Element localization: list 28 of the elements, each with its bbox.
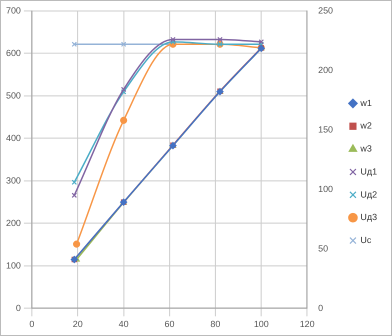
y2-tick-label: 150 <box>318 124 334 134</box>
y2-tick-label: 200 <box>318 64 334 75</box>
y2-tick-label: 50 <box>318 243 328 254</box>
y-tick-label: 300 <box>6 175 21 186</box>
legend-label: Uc <box>360 235 372 246</box>
x-tick-label: 60 <box>164 319 175 330</box>
y-tick-label: 100 <box>6 260 21 270</box>
legend-label: w2 <box>359 120 372 131</box>
y2-tick-label: 250 <box>318 5 334 16</box>
y-tick-label: 0 <box>16 302 21 313</box>
y2-tick-label: 0 <box>318 302 324 313</box>
x-tick-label: 120 <box>300 319 315 330</box>
y-tick-label: 400 <box>6 132 21 143</box>
y-tick-label: 600 <box>6 48 21 58</box>
y2-tick-label: 100 <box>318 184 334 194</box>
x-tick-label: 80 <box>210 319 220 330</box>
x-tick-label: 0 <box>29 319 34 330</box>
legend-label: Uд1 <box>360 166 378 176</box>
x-tick-label: 20 <box>72 319 83 330</box>
legend-label: Uд2 <box>360 189 378 200</box>
x-tick-label: 100 <box>254 319 269 330</box>
y-tick-label: 700 <box>6 5 21 16</box>
legend-label: w1 <box>359 98 372 108</box>
legend-label: Uд3 <box>360 212 378 222</box>
legend-label: w3 <box>359 144 372 154</box>
x-tick-label: 40 <box>118 319 129 330</box>
y-tick-label: 500 <box>6 90 21 100</box>
y-tick-label: 200 <box>6 218 21 228</box>
